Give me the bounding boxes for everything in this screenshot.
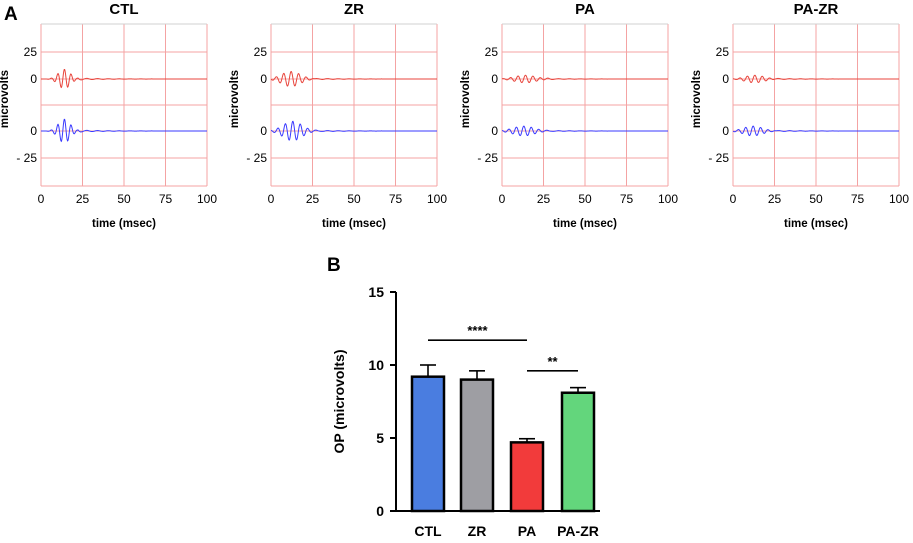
x-tick-label: 100 [427,192,447,206]
trace-red [732,74,899,84]
x-axis-label: time (msec) [784,218,848,230]
x-tick-label: 0 [38,192,45,206]
trace-blue [40,118,207,143]
x-tick-label: 50 [117,192,131,206]
y-axis-label: OP (microvolts) [331,350,347,454]
x-tick-label: 75 [620,192,634,206]
x-tick-label: 0 [730,192,737,206]
trace-blue [270,120,437,141]
y-tick-label: 25 [24,45,38,59]
erg-plot-zr: ZR 25 0 0 - 25 microvolts 0 25 50 75 100 time (msec… [229,1,447,230]
x-tick-label: 50 [578,192,592,206]
category-label-pa-zr: PA-ZR [557,523,599,539]
y-tick-label: 15 [368,284,384,300]
x-tick-label: 50 [809,192,823,206]
y-tick-label: 0 [376,503,384,519]
trace-red [270,70,437,87]
x-tick-label: 25 [306,192,320,206]
trace-red [41,68,207,89]
x-tick-label: 25 [76,192,90,206]
x-tick-label: 25 [768,192,782,206]
plot-title-pa: PA [575,1,595,18]
x-axis-label: time (msec) [553,218,617,230]
bar-ctl [410,375,446,513]
significance-label: **** [467,323,488,338]
y-tick-label: 0 [491,124,498,138]
y-tick-label: 0 [722,72,729,86]
category-label-ctl: CTL [414,523,442,539]
bar-zr [459,378,495,513]
y-tick-label: 25 [254,45,268,59]
trace-red [501,74,668,84]
x-tick-label: 0 [268,192,275,206]
y-tick-label: - 25 [708,151,729,165]
y-tick-label: 0 [30,124,37,138]
panel-a-erg-traces: CTL 25 0 0 - 25 microvolts 0 25 50 75 100 time (mse… [0,1,909,230]
y-tick-label: 25 [716,45,730,59]
bar-pa [509,441,545,513]
x-tick-label: 0 [499,192,506,206]
y-tick-label: 5 [376,430,384,446]
y-tick-label: 0 [30,72,37,86]
y-tick-label: - 25 [16,151,37,165]
y-tick-label: - 25 [477,151,498,165]
x-tick-label: 100 [658,192,678,206]
x-tick-label: 100 [197,192,217,206]
y-tick-label: 10 [368,357,384,373]
plot-title-ctl: CTL [109,1,138,18]
y-tick-label: 0 [722,124,729,138]
y-axis-label: microvolts [460,70,472,128]
trace-blue [732,125,899,137]
y-axis-label: microvolts [0,70,11,128]
y-tick-label: 25 [485,45,499,59]
trace-blue [501,125,668,137]
category-label-zr: ZR [468,523,487,539]
plot-title-zr: ZR [344,1,364,18]
panel-b-label: B [327,255,341,276]
x-tick-label: 25 [537,192,551,206]
x-tick-label: 100 [889,192,909,206]
y-axis-label: microvolts [229,70,241,128]
x-tick-label: 50 [347,192,361,206]
y-tick-label: 0 [260,72,267,86]
bar-pa-zr [560,391,596,513]
y-tick-label: - 25 [246,151,267,165]
erg-plot-pa-zr: PA-ZR 25 0 0 - 25 microvolts 0 25 50 75 100 time (m… [691,1,909,230]
y-tick-label: 0 [491,72,498,86]
category-label-pa: PA [518,523,536,539]
panel-a-label: A [4,4,18,25]
x-axis-label: time (msec) [322,218,386,230]
y-tick-label: 0 [260,124,267,138]
significance-label: ** [547,354,558,369]
x-axis-label: time (msec) [92,218,156,230]
plot-title-pa-zr: PA-ZR [794,1,839,18]
x-tick-label: 75 [159,192,173,206]
erg-plot-ctl: CTL 25 0 0 - 25 microvolts 0 25 50 75 100 time (mse… [0,1,217,230]
erg-plot-pa: PA 25 0 0 - 25 microvolts 0 25 50 75 100 time (msec… [460,1,678,230]
y-axis-label: microvolts [691,70,703,128]
x-tick-label: 75 [389,192,403,206]
x-tick-label: 75 [851,192,865,206]
